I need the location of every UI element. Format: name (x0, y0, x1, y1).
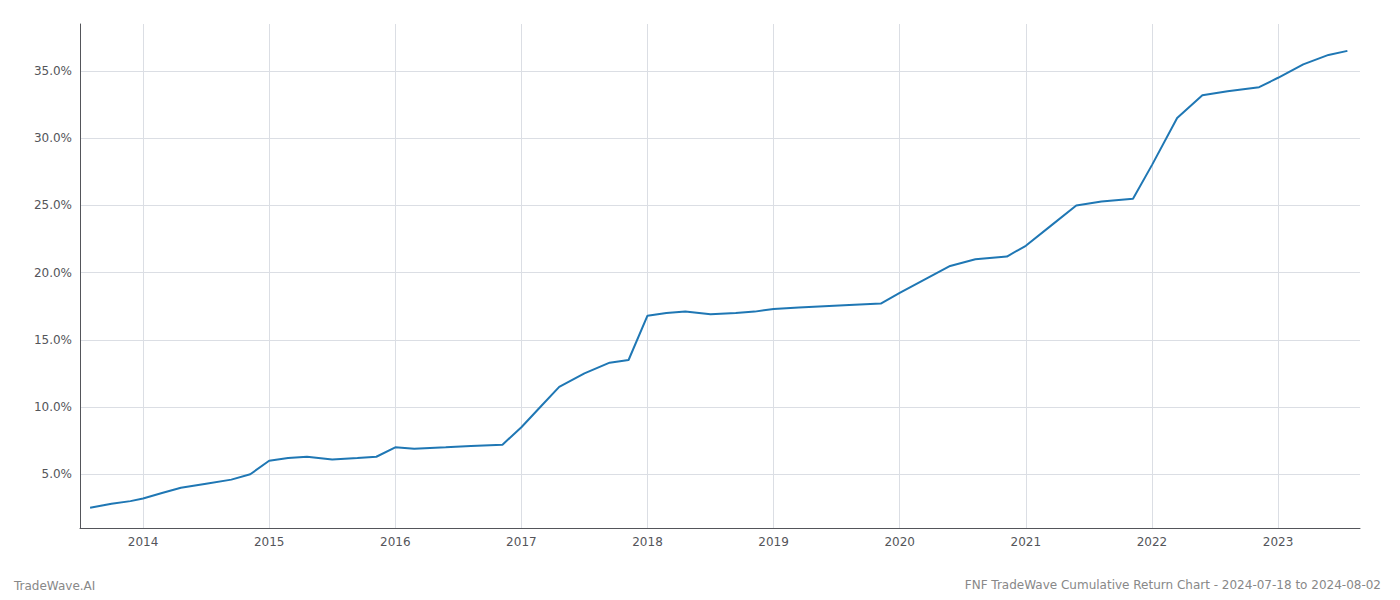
svg-text:2019: 2019 (758, 535, 789, 549)
svg-text:2014: 2014 (128, 535, 159, 549)
svg-text:35.0%: 35.0% (34, 64, 72, 78)
svg-text:25.0%: 25.0% (34, 198, 72, 212)
svg-text:2022: 2022 (1137, 535, 1168, 549)
svg-text:2016: 2016 (380, 535, 411, 549)
svg-text:5.0%: 5.0% (42, 467, 73, 481)
svg-text:2017: 2017 (506, 535, 537, 549)
svg-text:2015: 2015 (254, 535, 285, 549)
svg-text:30.0%: 30.0% (34, 131, 72, 145)
svg-text:10.0%: 10.0% (34, 400, 72, 414)
svg-text:2018: 2018 (632, 535, 663, 549)
svg-text:20.0%: 20.0% (34, 266, 72, 280)
svg-text:TradeWave.AI: TradeWave.AI (13, 579, 95, 593)
svg-text:2023: 2023 (1263, 535, 1294, 549)
svg-text:2021: 2021 (1011, 535, 1042, 549)
svg-text:2020: 2020 (884, 535, 915, 549)
svg-text:FNF TradeWave Cumulative Retur: FNF TradeWave Cumulative Return Chart - … (965, 578, 1381, 592)
svg-text:15.0%: 15.0% (34, 333, 72, 347)
